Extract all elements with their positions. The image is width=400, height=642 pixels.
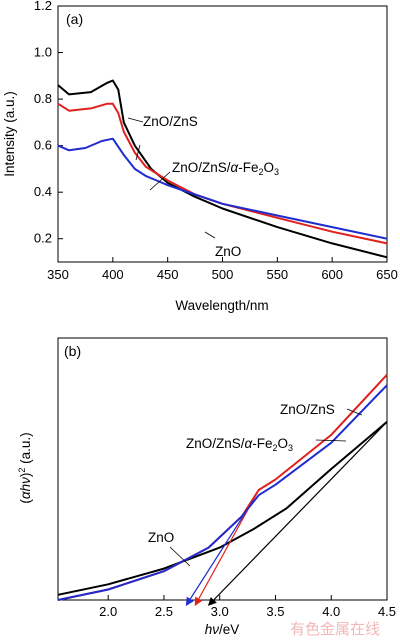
panel-a-y-tick-label-1: 0.4: [34, 184, 52, 199]
panel-a-line-zno-zns: [57, 102, 388, 245]
panel-b-series: [57, 374, 388, 601]
panel-b-line-zno-zns: [57, 374, 388, 601]
annotation-leader-zno-b: [169, 546, 191, 567]
panel-a-x-tick-label-650: 650: [376, 267, 398, 282]
panel-b-x-tick-label-0: 2.0: [99, 604, 117, 619]
panel-b-x-ticks: 2.0 2.5 3.0 3.5 4.0 4.5: [99, 595, 396, 619]
panel-a-x-tick-label-550: 550: [266, 267, 288, 282]
annotation-leader-zno-zns-fe2o3-b: [315, 439, 347, 442]
panel-a: (a) 350 400 450 500 550 600 650 0.2 0.4 0.6 0.8 1.…: [2, 0, 398, 313]
panel-a-frame: [57, 5, 388, 263]
annotation-leader-zno-zns-fe2o3-a-2: [149, 171, 171, 191]
panel-b-x-tick-label-5: 4.5: [378, 604, 396, 619]
watermark: 有色金属在线: [290, 620, 380, 638]
annotation-zno-b: ZnO: [148, 530, 174, 545]
panel-a-y-tick-label-2: 0.6: [34, 138, 52, 153]
panel-a-series: [57, 79, 388, 259]
panel-b-x-tick-label-1: 2.5: [155, 604, 173, 619]
panel-a-x-tick-label-400: 400: [102, 267, 124, 282]
panel-a-x-tick-label-450: 450: [157, 267, 179, 282]
panel-a-x-tick-label-500: 500: [212, 267, 234, 282]
panel-b-label: (b): [64, 343, 81, 359]
panel-b-frame: [57, 337, 388, 601]
panel-a-line-zno: [57, 79, 388, 259]
panel-b-x-tick-label-3: 3.5: [266, 604, 284, 619]
annotation-leader-zno-a: [204, 231, 216, 239]
annotation-zno-zns-fe2o3-a: ZnO/ZnS/α-Fe2O3: [172, 160, 279, 177]
panel-a-y-ticks: 0.2 0.4 0.6 0.8 1.0 1.2: [34, 0, 63, 246]
panel-a-y-tick-label-5: 1.2: [34, 0, 52, 13]
panel-b-x-axis-title: hν/eV: [205, 622, 240, 637]
panel-a-x-axis-title: Wavelength/nm: [175, 298, 268, 313]
panel-a-line-zno-zns-fe2o3: [57, 137, 388, 240]
panel-a-x-ticks: 350 400 450 500 550 600 650: [47, 257, 398, 282]
annotation-zno-a: ZnO: [215, 244, 241, 259]
annotation-zno-zns-a: ZnO/ZnS: [143, 114, 198, 129]
panel-a-y-tick-label-4: 1.0: [34, 45, 52, 60]
panel-b-x-tick-label-4: 4.0: [322, 604, 340, 619]
panel-b-y-axis-title: (αhν)2 (a.u.): [17, 432, 33, 503]
panel-b-line-zno: [57, 421, 388, 596]
panel-a-x-tick-label-600: 600: [321, 267, 343, 282]
panel-b: (b) 2.0 2.5 3.0 3.5 4.0 4.5 hν/eV (αhν)2 (a.u…: [17, 337, 396, 637]
panel-b-tangent-zno-zns-fe2o3: [185, 500, 254, 606]
panel-b-tangents: [185, 421, 388, 606]
annotation-leader-zno-zns-b: [346, 408, 363, 416]
panel-a-y-tick-label-3: 0.8: [34, 91, 52, 106]
panel-a-y-tick-label-0: 0.2: [34, 231, 52, 246]
annotation-zno-zns-b: ZnO/ZnS: [280, 402, 335, 417]
panel-b-line-zno-zns-fe2o3: [57, 384, 388, 601]
annotation-leader-zno-zns-fe2o3-a-1: [135, 144, 141, 161]
panel-a-y-axis-title: Intensity (a.u.): [2, 91, 17, 177]
panel-b-tangent-zno: [207, 421, 388, 606]
panel-a-label: (a): [66, 11, 83, 27]
panel-a-x-tick-label-350: 350: [47, 267, 69, 282]
annotation-leader-zno-zns-a: [127, 117, 144, 123]
panel-b-x-tick-label-2: 3.0: [211, 604, 229, 619]
annotation-zno-zns-fe2o3-b: ZnO/ZnS/α-Fe2O3: [186, 436, 293, 453]
